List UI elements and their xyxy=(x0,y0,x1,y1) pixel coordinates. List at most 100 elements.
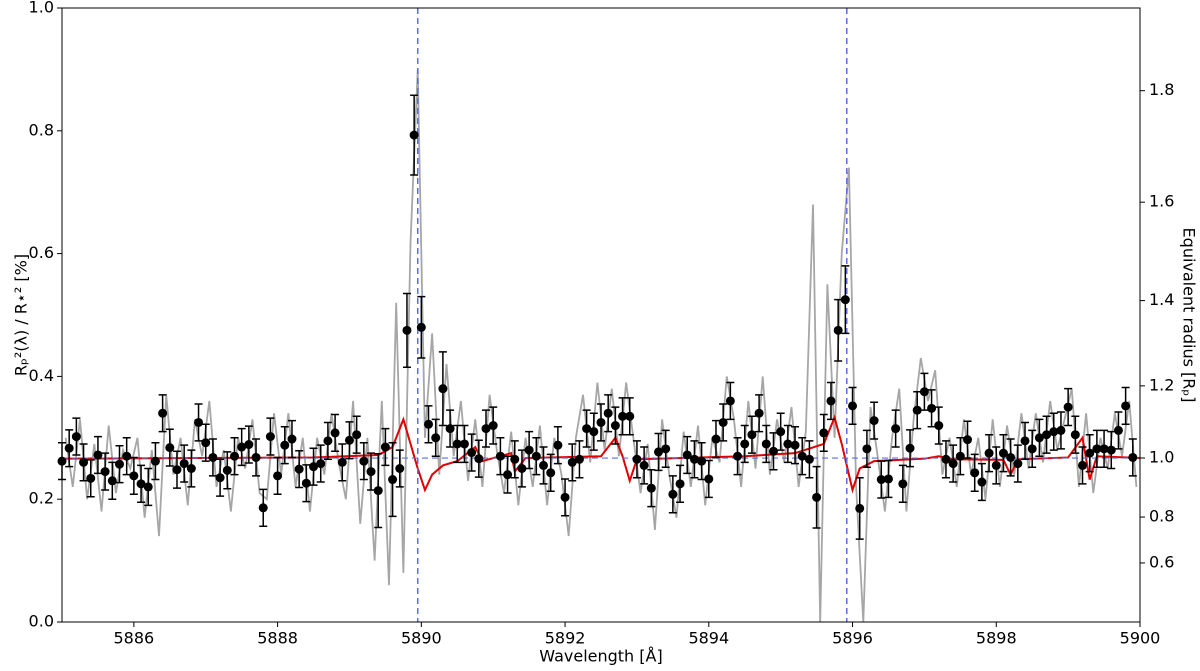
point xyxy=(194,417,204,427)
point xyxy=(1121,401,1131,411)
point xyxy=(323,436,333,446)
x-tick-label: 5898 xyxy=(976,629,1017,648)
point xyxy=(215,473,225,483)
point xyxy=(1092,444,1102,454)
point xyxy=(1027,444,1037,454)
point xyxy=(330,428,340,438)
point xyxy=(848,401,858,411)
point xyxy=(804,454,814,464)
point xyxy=(855,503,865,513)
point xyxy=(129,471,139,481)
point xyxy=(114,459,124,469)
point xyxy=(955,451,965,461)
point xyxy=(301,478,311,488)
point xyxy=(481,424,491,434)
point xyxy=(201,438,211,448)
point xyxy=(1070,430,1080,440)
point xyxy=(416,322,426,332)
point xyxy=(589,427,599,437)
point xyxy=(1113,425,1123,435)
point xyxy=(1056,425,1066,435)
x-tick-label: 5896 xyxy=(832,629,873,648)
point xyxy=(948,459,958,469)
point xyxy=(963,435,973,445)
point xyxy=(812,492,822,502)
point xyxy=(768,446,778,456)
x-tick-label: 5888 xyxy=(257,629,298,648)
point xyxy=(869,416,879,426)
point xyxy=(186,464,196,473)
point xyxy=(344,435,354,445)
point xyxy=(733,451,743,461)
point xyxy=(539,460,549,470)
point xyxy=(158,408,168,418)
point xyxy=(984,448,994,458)
point xyxy=(682,450,692,460)
point xyxy=(776,427,786,437)
point xyxy=(941,454,951,464)
point xyxy=(998,448,1008,458)
point xyxy=(582,424,592,434)
point xyxy=(840,295,850,305)
point xyxy=(697,456,707,466)
point xyxy=(459,439,469,449)
point xyxy=(165,443,175,453)
point xyxy=(862,444,872,454)
point xyxy=(229,451,239,461)
point xyxy=(639,460,649,470)
point xyxy=(222,465,232,475)
y2-axis-label: Equivalent radius [Rₚ] xyxy=(1180,228,1199,403)
point xyxy=(927,403,937,413)
point xyxy=(1006,452,1016,462)
point xyxy=(316,459,326,469)
point xyxy=(704,474,714,484)
point xyxy=(826,396,836,406)
point xyxy=(646,483,656,493)
point xyxy=(574,454,584,464)
point xyxy=(1085,448,1095,458)
y-tick-label: 1.0 xyxy=(29,0,54,17)
point xyxy=(1106,445,1116,455)
point xyxy=(107,476,117,486)
point xyxy=(625,411,635,421)
point xyxy=(1078,460,1088,470)
point xyxy=(64,443,74,453)
point xyxy=(603,408,613,418)
point xyxy=(251,452,261,462)
point xyxy=(503,470,513,480)
point xyxy=(668,489,678,499)
point xyxy=(1099,444,1109,454)
point xyxy=(517,464,527,473)
point xyxy=(424,419,434,429)
y2-tick-label: 1.0 xyxy=(1149,448,1174,467)
point xyxy=(431,433,441,443)
point xyxy=(740,439,750,449)
point xyxy=(761,439,771,449)
x-tick-label: 5900 xyxy=(1120,629,1161,648)
point xyxy=(560,492,570,502)
point xyxy=(273,471,283,481)
x-tick-label: 5890 xyxy=(401,629,442,648)
point xyxy=(445,424,455,434)
point xyxy=(100,467,110,477)
point xyxy=(689,454,699,464)
x-tick-label: 5892 xyxy=(545,629,586,648)
y2-tick-label: 0.8 xyxy=(1149,507,1174,526)
point xyxy=(912,405,922,415)
point xyxy=(783,439,793,449)
x-axis-label: Wavelength [Å] xyxy=(539,647,662,666)
point xyxy=(661,444,671,454)
point xyxy=(524,445,534,455)
point xyxy=(876,475,886,485)
line xyxy=(64,69,1138,622)
point xyxy=(488,421,498,431)
point xyxy=(653,447,663,457)
point xyxy=(632,454,642,464)
point xyxy=(819,428,829,438)
point xyxy=(136,479,146,489)
point xyxy=(618,411,628,421)
point xyxy=(86,473,96,483)
point xyxy=(265,432,275,442)
point xyxy=(934,421,944,431)
